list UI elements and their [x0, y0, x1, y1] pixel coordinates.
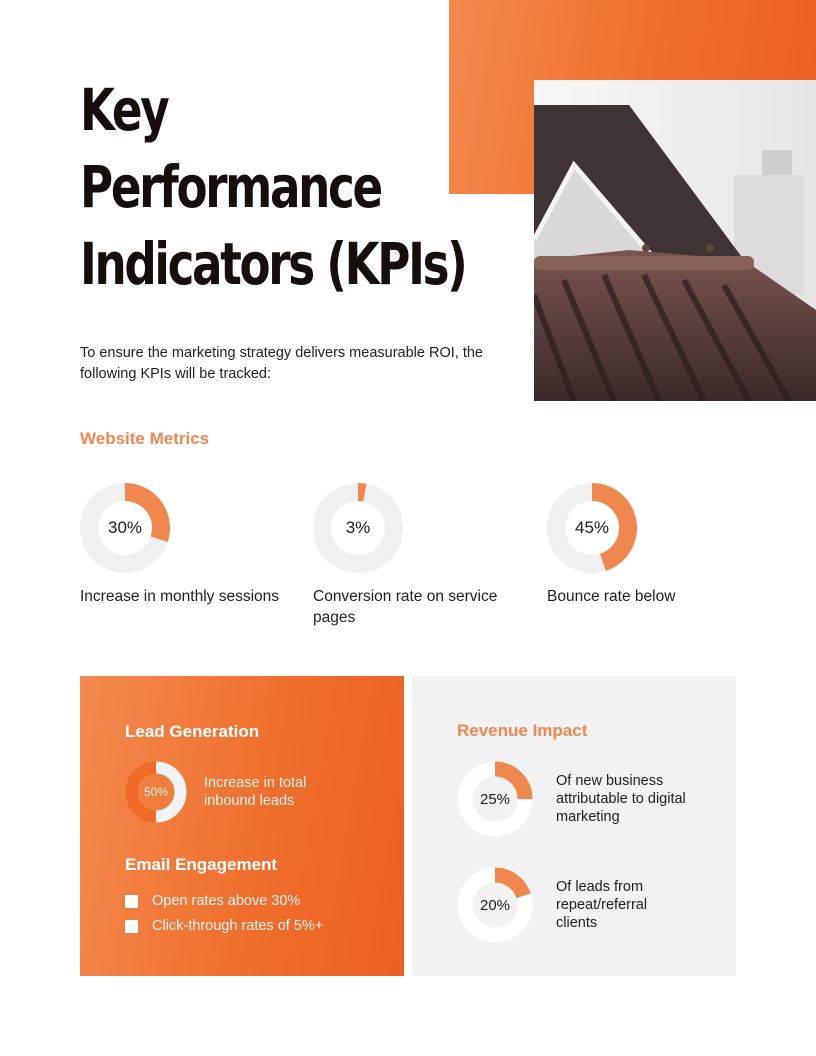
email-item-label: Click-through rates of 5%+ — [152, 918, 324, 934]
donut-chart: 25% — [457, 761, 533, 837]
intro-paragraph: To ensure the marketing strategy deliver… — [80, 345, 483, 382]
checkbox-icon — [125, 894, 138, 908]
email-item-label: Open rates above 30% — [152, 893, 301, 909]
revenue-item-referral: 20% Of leads from repeat/referral client… — [457, 867, 686, 943]
revenue-impact-panel: Revenue Impact 25% Of new business attri… — [412, 676, 736, 976]
metric-bounce-rate: 45% Bounce rate below — [547, 483, 747, 607]
donut-chart: 45% — [547, 483, 637, 573]
donut-chart: 30% — [80, 483, 170, 573]
website-metrics-heading: Website Metrics — [80, 429, 210, 448]
donut-value: 45% — [574, 518, 610, 537]
lead-generation-heading: Lead Generation — [125, 722, 260, 741]
email-item-click-through: Click-through rates of 5%+ — [125, 918, 323, 934]
donut-chart: 3% — [313, 483, 403, 573]
metric-caption: Bounce rate below — [547, 588, 676, 605]
lead-generation-caption: Increase in total inbound leads — [204, 775, 307, 809]
donut-value: 3% — [345, 518, 371, 537]
email-item-open-rates: Open rates above 30% — [125, 893, 300, 909]
metric-caption: Increase in monthly sessions — [80, 588, 280, 605]
revenue-item-new-business: 25% Of new business attributable to digi… — [457, 761, 706, 837]
revenue-caption: Of new business attributable to digital … — [556, 773, 686, 825]
page-title: Key Performance Indicators (KPIs) — [80, 72, 468, 303]
metric-conversion-rate: 3% Conversion rate on service pages — [313, 483, 513, 628]
lead-email-panel: Lead Generation 50% Increase in total in… — [80, 676, 404, 976]
revenue-caption: Of leads from repeat/referral clients — [556, 879, 648, 931]
checkbox-icon — [125, 919, 138, 933]
title-line-3: Indicators (KPIs) — [80, 230, 468, 298]
donut-value: 50% — [143, 785, 169, 799]
lead-generation-row: 50% Increase in total inbound leads — [125, 761, 324, 823]
revenue-impact-heading: Revenue Impact — [457, 721, 588, 740]
donut-value: 25% — [479, 790, 511, 808]
donut-chart: 20% — [457, 867, 533, 943]
email-engagement-heading: Email Engagement — [125, 855, 278, 874]
donut-chart: 50% — [125, 761, 187, 823]
roof-photo — [534, 80, 816, 401]
title-line-2: Performance — [80, 153, 383, 221]
title-line-1: Key — [80, 76, 170, 144]
metric-caption: Conversion rate on service pages — [313, 588, 498, 626]
donut-value: 30% — [107, 518, 143, 537]
metric-monthly-sessions: 30% Increase in monthly sessions — [80, 483, 280, 607]
donut-value: 20% — [479, 896, 511, 914]
